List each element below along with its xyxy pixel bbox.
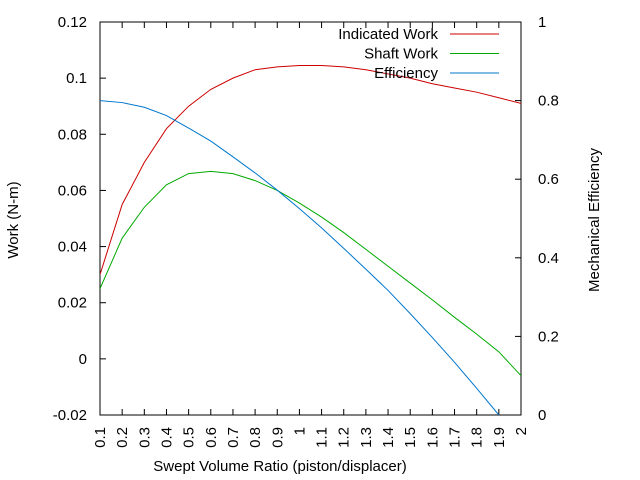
x-tick-label: 0.3 [136, 427, 153, 448]
x-tick-label: 1.6 [424, 427, 441, 448]
series-line-shaft-work [100, 170, 521, 377]
x-tick-label: 1.4 [380, 427, 397, 448]
x-axis-label: Swept Volume Ratio (piston/displacer) [153, 458, 406, 475]
x-tick-label: 1.8 [469, 427, 486, 448]
x-tick-label: 2 [513, 427, 530, 435]
series-line-efficiency [100, 100, 500, 415]
y2-tick-label: 0.6 [538, 171, 559, 188]
y2-tick-label: 0.4 [538, 250, 559, 267]
series-lines [100, 65, 521, 415]
legend-label: Efficiency [374, 65, 438, 82]
series-line-indicated-work [100, 65, 521, 275]
ticks: -0.0200.020.040.060.080.10.1200.20.40.60… [53, 14, 559, 448]
legend-label: Shaft Work [364, 46, 438, 63]
x-tick-label: 1.1 [314, 427, 331, 448]
x-tick-label: 0.6 [203, 427, 220, 448]
y-tick-label: 0.02 [58, 295, 87, 312]
y-tick-label: -0.02 [53, 407, 87, 424]
y2-tick-label: 0 [538, 407, 546, 424]
y-tick-label: 0.1 [66, 70, 87, 87]
x-tick-label: 1 [291, 427, 308, 435]
x-tick-label: 0.8 [247, 427, 264, 448]
x-tick-label: 1.7 [447, 427, 464, 448]
x-tick-label: 0.2 [114, 427, 131, 448]
x-tick-label: 1.2 [336, 427, 353, 448]
x-tick-label: 1.3 [358, 427, 375, 448]
x-tick-label: 0.5 [181, 427, 198, 448]
axes [99, 21, 522, 416]
plot-frame [99, 21, 522, 416]
y2-tick-label: 0.2 [538, 328, 559, 345]
x-tick-label: 1.9 [491, 427, 508, 448]
y-axis-label: Work (N-m) [5, 181, 22, 258]
y-tick-label: 0.12 [58, 14, 87, 31]
legend: Indicated Work Shaft Work Efficiency [338, 26, 499, 82]
x-tick-label: 0.4 [158, 427, 175, 448]
y-tick-label: 0.08 [58, 126, 87, 143]
x-tick-label: 1.5 [402, 427, 419, 448]
y2-tick-label: 0.8 [538, 93, 559, 110]
y-tick-label: 0.06 [58, 182, 87, 199]
x-tick-label: 0.9 [269, 427, 286, 448]
y2-tick-label: 1 [538, 14, 546, 31]
legend-label: Indicated Work [338, 26, 438, 43]
x-tick-label: 0.1 [92, 427, 109, 448]
y-tick-label: 0.04 [58, 239, 87, 256]
y2-axis-label: Mechanical Efficiency [586, 148, 603, 292]
x-tick-label: 0.7 [225, 427, 242, 448]
y-tick-label: 0 [79, 351, 87, 368]
